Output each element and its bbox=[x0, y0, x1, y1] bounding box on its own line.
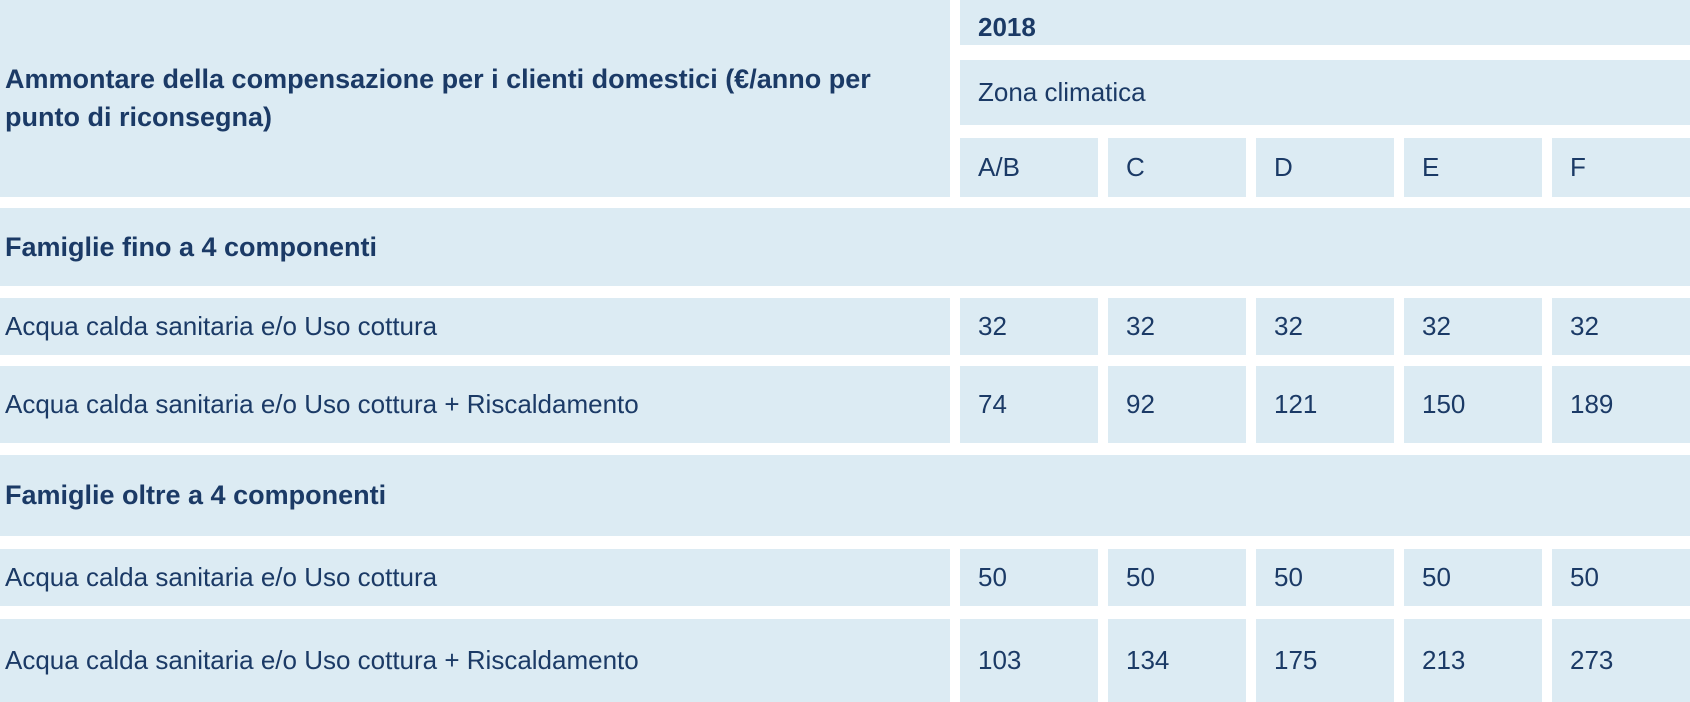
value-cell: 103 bbox=[960, 619, 1098, 702]
zone-col-header-c: C bbox=[1108, 138, 1246, 197]
value-cell: 74 bbox=[960, 366, 1098, 443]
value-cell: 32 bbox=[1552, 298, 1690, 355]
value-cell: 32 bbox=[960, 298, 1098, 355]
zone-column-headers: A/B C D E F bbox=[960, 138, 1690, 197]
year-header: 2018 bbox=[960, 0, 1690, 45]
value-cell: 50 bbox=[960, 549, 1098, 606]
zone-col-header-f: F bbox=[1552, 138, 1690, 197]
value-cell: 32 bbox=[1108, 298, 1246, 355]
row-label: Acqua calda sanitaria e/o Uso cottura bbox=[0, 549, 950, 606]
table-row: Acqua calda sanitaria e/o Uso cottura 50… bbox=[0, 549, 1690, 606]
table-header-right: 2018 Zona climatica A/B C D E F bbox=[960, 0, 1690, 197]
climate-zone-group-header: Zona climatica bbox=[960, 60, 1690, 125]
table-header: Ammontare della compensazione per i clie… bbox=[0, 0, 1690, 197]
value-cell: 175 bbox=[1256, 619, 1394, 702]
value-cell: 32 bbox=[1256, 298, 1394, 355]
value-cell: 50 bbox=[1256, 549, 1394, 606]
value-cell: 50 bbox=[1108, 549, 1246, 606]
value-cell: 273 bbox=[1552, 619, 1690, 702]
table-row: Acqua calda sanitaria e/o Uso cottura + … bbox=[0, 366, 1690, 443]
section-header-famiglie-fino-4: Famiglie fino a 4 componenti bbox=[0, 208, 1690, 286]
value-cell: 150 bbox=[1404, 366, 1542, 443]
table-title: Ammontare della compensazione per i clie… bbox=[0, 0, 950, 197]
row-label: Acqua calda sanitaria e/o Uso cottura + … bbox=[0, 619, 950, 702]
section-header-famiglie-oltre-4: Famiglie oltre a 4 componenti bbox=[0, 455, 1690, 536]
value-cell: 134 bbox=[1108, 619, 1246, 702]
zone-col-header-d: D bbox=[1256, 138, 1394, 197]
value-cell: 50 bbox=[1552, 549, 1690, 606]
value-cell: 213 bbox=[1404, 619, 1542, 702]
value-cell: 189 bbox=[1552, 366, 1690, 443]
row-label: Acqua calda sanitaria e/o Uso cottura + … bbox=[0, 366, 950, 443]
table-row: Acqua calda sanitaria e/o Uso cottura + … bbox=[0, 619, 1690, 702]
value-cell: 50 bbox=[1404, 549, 1542, 606]
value-cell: 32 bbox=[1404, 298, 1542, 355]
zone-col-header-ab: A/B bbox=[960, 138, 1098, 197]
value-cell: 92 bbox=[1108, 366, 1246, 443]
zone-col-header-e: E bbox=[1404, 138, 1542, 197]
table-row: Acqua calda sanitaria e/o Uso cottura 32… bbox=[0, 298, 1690, 355]
row-label: Acqua calda sanitaria e/o Uso cottura bbox=[0, 298, 950, 355]
value-cell: 121 bbox=[1256, 366, 1394, 443]
